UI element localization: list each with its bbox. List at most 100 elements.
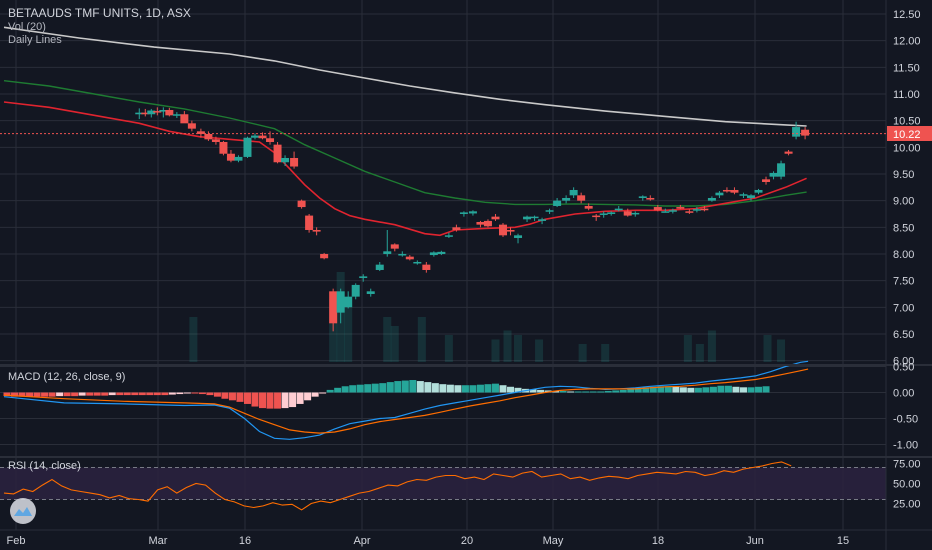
volume-bar <box>417 317 426 362</box>
macd-histogram-bar <box>499 385 507 393</box>
price-tick-label: 10.50 <box>893 116 921 128</box>
macd-histogram-bar <box>236 392 244 402</box>
candle-body <box>631 212 640 215</box>
macd-histogram-bar <box>544 390 552 393</box>
macd-histogram-bar <box>319 392 327 394</box>
candle-body <box>336 291 345 313</box>
rsi-tick-label: 25.00 <box>893 499 921 511</box>
macd-histogram-bar <box>589 391 597 393</box>
candle-body <box>180 114 189 124</box>
macd-histogram-bar <box>461 385 469 393</box>
volume-bar <box>344 308 353 362</box>
vol-label[interactable]: Vol (20) <box>8 21 46 33</box>
macd-histogram-bar <box>326 389 334 393</box>
time-axis[interactable]: Feb Mar 16 Apr 20 May 18 Jun 15 <box>7 535 850 547</box>
x-tick-label: Feb <box>7 535 26 547</box>
candle-body <box>777 163 786 177</box>
price-tick-label: 9.00 <box>893 196 914 208</box>
candle-body <box>707 197 716 201</box>
ma200-line <box>3 26 807 127</box>
macd-histogram-bar <box>296 392 304 404</box>
macd-histogram-bar <box>634 387 642 393</box>
candle-body <box>297 200 306 208</box>
candle-body <box>523 216 532 220</box>
macd-histogram-bar <box>86 392 94 396</box>
macd-histogram-bar <box>394 381 402 393</box>
macd-histogram-bar <box>574 391 582 393</box>
macd-histogram-bar <box>747 387 755 393</box>
moving-averages <box>3 26 807 237</box>
volume-bar <box>601 344 610 362</box>
macd-histogram-bar <box>371 383 379 393</box>
macd-histogram-bar <box>664 386 672 393</box>
macd-scale[interactable]: 0.50 0.00 -0.50 -1.00 <box>893 362 918 452</box>
macd-histogram-bar <box>48 392 56 397</box>
macd-histogram-bar <box>559 390 567 393</box>
macd-line <box>3 360 809 440</box>
candle-body <box>769 172 778 177</box>
macd-label[interactable]: MACD (12, 26, close, 9) <box>8 371 125 383</box>
candle-body <box>187 123 196 129</box>
candle-body <box>722 189 731 192</box>
volume-bar <box>535 339 544 362</box>
macd-histogram-bar <box>334 387 342 393</box>
macd-histogram-bar <box>619 389 627 393</box>
candle-body <box>251 135 260 138</box>
candle-body <box>405 256 414 260</box>
rsi-label[interactable]: RSI (14, close) <box>8 460 81 472</box>
macd-histogram-bar <box>717 385 725 393</box>
candle-body <box>329 291 338 324</box>
macd-histogram-bar <box>206 392 214 396</box>
x-tick-label: 18 <box>652 535 664 547</box>
candle-body <box>676 207 685 209</box>
candle-body <box>599 213 608 215</box>
macd-histogram-bar <box>612 390 620 393</box>
candle-body <box>638 196 647 198</box>
tradingview-logo[interactable] <box>10 498 36 524</box>
volume-bar <box>390 326 399 362</box>
candle-body <box>159 109 168 112</box>
candle-body <box>375 264 384 270</box>
price-scale[interactable]: 12.50 12.00 11.50 11.00 10.50 10.00 9.50 9.00 8.… <box>893 9 921 368</box>
rsi-panel <box>0 461 886 511</box>
macd-histogram-bar <box>71 392 79 397</box>
macd-histogram-bar <box>153 392 161 396</box>
signal-line <box>3 368 809 434</box>
macd-histogram-bar <box>251 392 259 407</box>
macd-histogram-bar <box>63 392 71 397</box>
macd-histogram-bar <box>33 392 41 397</box>
ma50-line <box>3 80 807 207</box>
volume-bar <box>695 344 704 362</box>
x-tick-label: Apr <box>353 535 370 547</box>
candle-body <box>320 253 329 259</box>
candle-body <box>692 209 701 211</box>
macd-histogram-bar <box>108 392 116 396</box>
lines-label[interactable]: Daily Lines <box>8 34 62 46</box>
symbol-title[interactable]: BETAAUDS TMF UNITS, 1D, ASX <box>8 6 191 20</box>
macd-histogram-bar <box>101 392 109 396</box>
macd-histogram-bar <box>739 387 747 393</box>
candle-body <box>135 112 144 115</box>
price-tick-label: 9.50 <box>893 169 914 181</box>
candle-body <box>359 276 368 278</box>
candle-body <box>219 141 228 154</box>
macd-histogram-bar <box>537 389 545 393</box>
candle-body <box>204 133 213 140</box>
macd-histogram-bar <box>679 387 687 393</box>
rsi-tick-label: 50.00 <box>893 479 921 491</box>
macd-histogram-bar <box>724 385 732 393</box>
candle-body <box>584 205 593 209</box>
candle-body <box>141 112 150 115</box>
macd-histogram-bar <box>274 392 282 409</box>
candle-body <box>165 109 174 116</box>
rsi-scale[interactable]: 75.00 50.00 25.00 <box>893 459 921 511</box>
macd-histogram-bar <box>289 392 297 408</box>
candle-body <box>351 284 360 297</box>
macd-histogram-bar <box>687 387 695 393</box>
volume-bar <box>503 330 512 362</box>
volume-bar <box>189 317 198 362</box>
last-price-marker: 10.22 <box>0 126 932 141</box>
candle-body <box>653 207 662 211</box>
macd-histogram-bar <box>416 381 424 393</box>
